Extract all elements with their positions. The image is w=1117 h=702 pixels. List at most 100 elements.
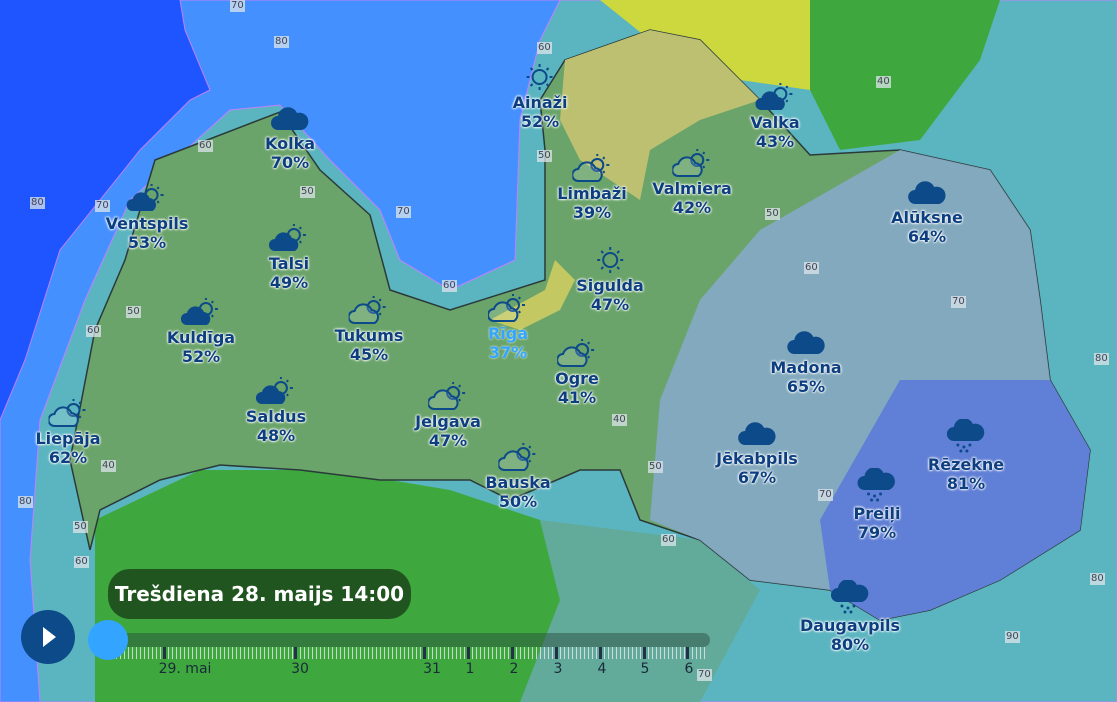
contour-label: 40: [612, 414, 627, 426]
contour-label: 90: [1005, 631, 1020, 643]
city-name: Ogre: [555, 369, 599, 388]
contour-label: 80: [1094, 353, 1109, 365]
partly-cloudy-icon: [106, 184, 189, 212]
contour-label: 80: [1090, 573, 1105, 585]
city-marker[interactable]: Tukums 45%: [334, 296, 404, 364]
city-marker[interactable]: Rēzekne 81%: [928, 419, 1004, 493]
city-marker[interactable]: Valmiera 42%: [652, 149, 732, 217]
partly-cloudy-outline-icon: [488, 294, 528, 322]
city-value: 43%: [755, 132, 795, 151]
city-value: 47%: [590, 295, 630, 314]
contour-label: 70: [951, 296, 966, 308]
play-button[interactable]: [21, 610, 75, 664]
contour-label: 50: [126, 306, 141, 318]
city-marker[interactable]: Daugavpils 80%: [800, 580, 900, 654]
city-marker[interactable]: Kuldīga 52%: [167, 298, 235, 366]
contour-label: 60: [74, 556, 89, 568]
timeline-date-label[interactable]: 5: [640, 661, 650, 677]
city-value: 80%: [830, 635, 870, 654]
city-value: 41%: [557, 388, 597, 407]
city-name: Daugavpils: [799, 616, 901, 635]
major-tick: [467, 647, 470, 659]
city-marker[interactable]: Ogre 41%: [555, 339, 599, 407]
rain-icon: [854, 468, 901, 502]
contour-label: 60: [86, 325, 101, 337]
city-name: Kolka: [264, 134, 316, 153]
city-marker[interactable]: Jēkabpils 67%: [716, 419, 798, 487]
timeline-date-label[interactable]: 4: [597, 661, 607, 677]
timeline-date-label[interactable]: 31: [423, 661, 441, 677]
city-marker[interactable]: Rīga 37%: [488, 294, 528, 362]
contour-label: 80: [18, 496, 33, 508]
city-value: 49%: [269, 273, 309, 292]
city-marker[interactable]: Jelgava 47%: [415, 382, 481, 450]
cloud-icon: [891, 178, 963, 206]
rain-icon: [800, 580, 900, 614]
contour-label: 50: [300, 186, 315, 198]
contour-label: 70: [396, 206, 411, 218]
timeline-date-label[interactable]: 2: [509, 661, 519, 677]
partly-cloudy-outline-icon: [35, 399, 100, 427]
partly-cloudy-outline-icon: [485, 443, 550, 471]
contour-label: 60: [661, 534, 676, 546]
city-name: Limbaži: [557, 184, 627, 203]
timeline-date-label[interactable]: 29. mai: [158, 661, 212, 677]
city-name: Saldus: [245, 407, 307, 426]
major-tick: [555, 647, 558, 659]
city-marker[interactable]: Limbaži 39%: [557, 154, 627, 222]
city-value: 42%: [672, 198, 712, 217]
timeline-date-label[interactable]: 30: [291, 661, 309, 677]
city-marker[interactable]: Liepāja 62%: [35, 399, 101, 467]
timeline-slider-handle[interactable]: [88, 620, 128, 660]
partly-cloudy-outline-icon: [415, 382, 481, 410]
city-value: 81%: [946, 474, 986, 493]
city-marker[interactable]: Saldus 48%: [246, 377, 306, 445]
sun-icon: [513, 63, 568, 91]
timeline-track[interactable]: [108, 633, 710, 647]
cloud-icon: [265, 104, 315, 132]
city-value: 53%: [127, 233, 167, 252]
city-name: Tukums: [334, 326, 404, 345]
city-marker[interactable]: Bauska 50%: [485, 443, 551, 511]
contour-label: 80: [30, 197, 45, 209]
city-marker[interactable]: Alūksne 64%: [891, 178, 963, 246]
city-marker[interactable]: Kolka 70%: [265, 104, 315, 172]
city-name: Valka: [750, 113, 800, 132]
partly-cloudy-outline-icon: [652, 149, 731, 177]
city-name: Jelgava: [415, 412, 481, 431]
city-name: Madona: [770, 358, 842, 377]
contour-label: 80: [274, 36, 289, 48]
city-name: Preiļi: [853, 504, 901, 523]
major-tick: [643, 647, 646, 659]
timeline-date-label[interactable]: 3: [553, 661, 563, 677]
sun-icon: [576, 246, 644, 274]
city-value: 48%: [256, 426, 296, 445]
city-marker[interactable]: Ventspils 53%: [106, 184, 189, 252]
southeast-zone: [820, 380, 1090, 620]
major-tick: [294, 647, 297, 659]
contour-label: 70: [697, 669, 712, 681]
city-value: 52%: [181, 347, 221, 366]
major-tick: [599, 647, 602, 659]
contour-label: 60: [537, 42, 552, 54]
city-marker[interactable]: Ainaži 52%: [513, 63, 568, 131]
contour-label: 40: [101, 460, 116, 472]
timeline-date-label[interactable]: 1: [465, 661, 475, 677]
city-marker[interactable]: Talsi 49%: [269, 224, 309, 292]
city-marker[interactable]: Sigulda 47%: [576, 246, 644, 314]
city-name: Talsi: [268, 254, 310, 273]
city-value: 52%: [520, 112, 560, 131]
city-name: Rēzekne: [927, 455, 1005, 474]
city-marker[interactable]: Valka 43%: [750, 83, 800, 151]
timeline-date-label[interactable]: 6: [684, 661, 694, 677]
current-time-label: Trešdiena 28. maijs 14:00: [108, 569, 411, 619]
contour-label: 60: [198, 140, 213, 152]
city-value: 79%: [857, 523, 897, 542]
city-marker[interactable]: Preiļi 79%: [853, 468, 901, 542]
cloud-icon: [716, 419, 798, 447]
contour-label: 50: [765, 208, 780, 220]
city-marker[interactable]: Madona 65%: [770, 328, 842, 396]
city-name: Alūksne: [891, 208, 963, 227]
city-value: 67%: [737, 468, 777, 487]
major-tick: [423, 647, 426, 659]
